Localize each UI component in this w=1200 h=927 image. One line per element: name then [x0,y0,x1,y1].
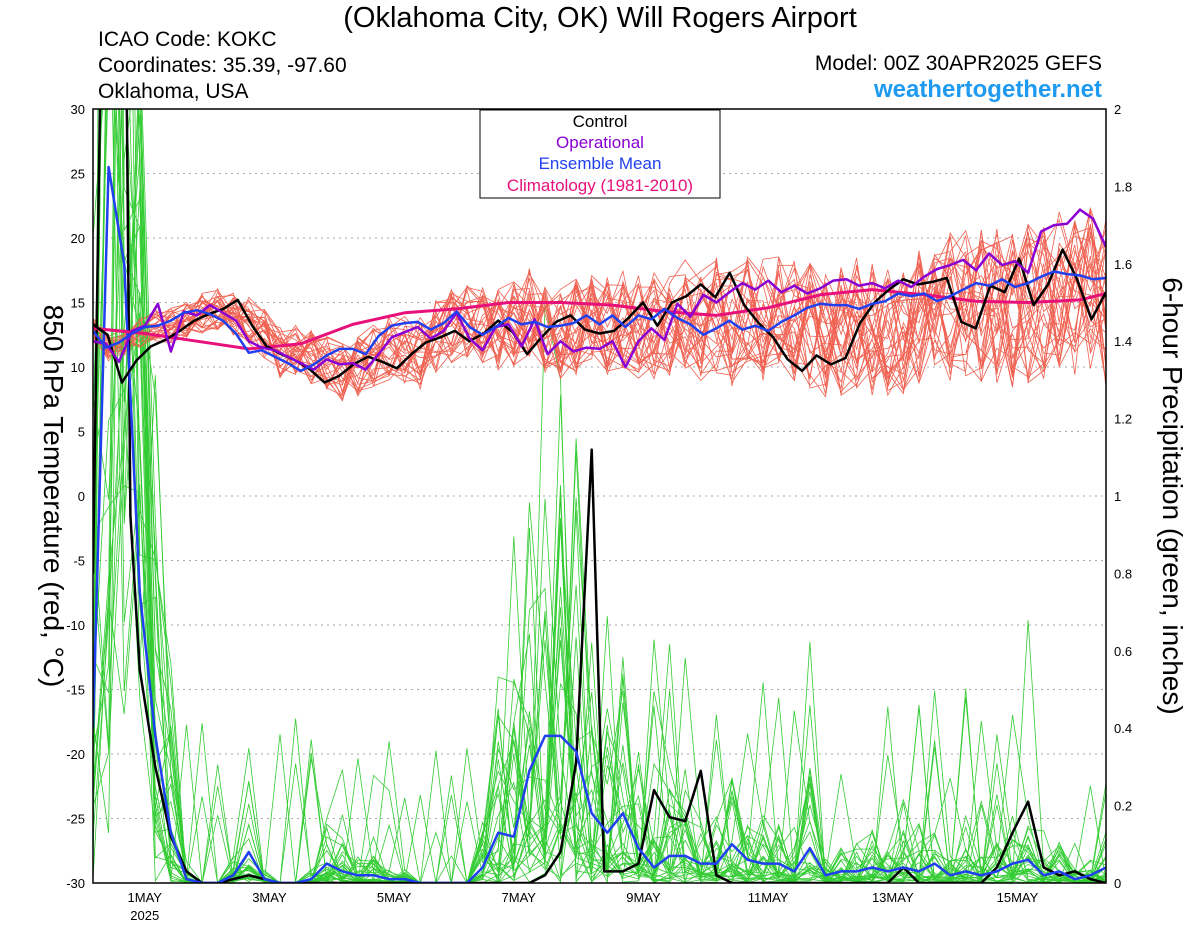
y-right-tick-2: 1.6 [1114,257,1132,272]
y-right-tick-3: 1.4 [1114,334,1132,349]
legend-climatology: Climatology (1981-2010) [507,176,693,195]
y-left-tick-12: -30 [66,876,85,891]
precip-control-line [93,109,1106,883]
y-left-tick-2: 20 [71,231,85,246]
y-right-tick-7: 0.6 [1114,644,1132,659]
y-left-tick-5: 5 [78,425,85,440]
y-right-tick-8: 0.4 [1114,721,1132,736]
x-tick-4: 9MAY [626,890,661,905]
temp-mean-line [93,270,1106,373]
x-tick-7: 15MAY [997,890,1039,905]
x-tick-6: 13MAY [872,890,914,905]
right-axis-label: 6-hour Precipitation (green, inches) [1157,277,1188,714]
y-right-tick-4: 1.2 [1114,412,1132,427]
y-left-tick-0: 30 [71,102,85,117]
x-tick-0: 1MAY [128,890,163,905]
temp-member-28 [93,231,1106,397]
axis-ticks: 302520151050-5-10-15-20-25-3021.81.61.41… [66,102,1132,923]
legend-control: Control [573,112,628,131]
temp-member-19 [93,231,1106,401]
legend-ensemble-mean: Ensemble Mean [539,154,662,173]
plot-frame [92,108,1107,884]
grid-lines [93,173,1106,819]
y-left-tick-10: -20 [66,747,85,762]
page-title: (Oklahoma City, OK) Will Rogers Airport [343,2,857,34]
y-left-tick-1: 25 [71,167,85,182]
y-right-tick-6: 0.8 [1114,566,1132,581]
region-label: Oklahoma, USA [98,80,249,103]
temp-member-16 [93,229,1106,392]
y-right-tick-10: 0 [1114,876,1121,891]
x-tick-5: 11MAY [748,890,789,905]
precip-mean-line [93,165,1106,883]
legend-box [479,109,721,199]
precip-member-24 [93,388,1106,883]
y-left-tick-6: 0 [78,489,85,504]
y-right-tick-0: 2 [1114,102,1121,117]
temp-operational-line [93,208,1106,371]
y-right-tick-1: 1.8 [1114,179,1132,194]
temp-control-line [93,248,1106,384]
model-run: Model: 00Z 30APR2025 GEFS [814,52,1102,75]
legend-operational: Operational [556,133,644,152]
x-tick-3: 7MAY [502,890,537,905]
x-tick-2: 5MAY [377,890,412,905]
site-link[interactable]: weathertogether.net [873,76,1102,103]
y-right-tick-5: 1 [1114,489,1121,504]
temp-member-27 [93,219,1106,387]
icao-code: ICAO Code: KOKC [98,28,277,51]
y-left-tick-4: 10 [71,360,85,375]
y-left-tick-11: -25 [66,812,85,827]
y-left-tick-8: -10 [66,618,85,633]
y-left-tick-7: -5 [73,554,85,569]
y-right-tick-9: 0.2 [1114,799,1132,814]
series-lines [93,109,1106,883]
y-left-tick-3: 15 [71,296,85,311]
temp-member-26 [93,219,1106,386]
temp-member-24 [93,241,1106,397]
temp-member-13 [93,206,1106,394]
y-left-tick-9: -15 [66,683,85,698]
x-tick-year: 2025 [130,908,159,923]
x-tick-1: 3MAY [252,890,287,905]
legend: Control Operational Ensemble Mean Climat… [479,109,721,199]
coordinates: Coordinates: 35.39, -97.60 [98,54,347,77]
temp-member-22 [93,221,1106,400]
temp-member-29 [93,257,1106,395]
left-axis-label: 850 hPa Temperature (red, °C) [38,305,69,688]
